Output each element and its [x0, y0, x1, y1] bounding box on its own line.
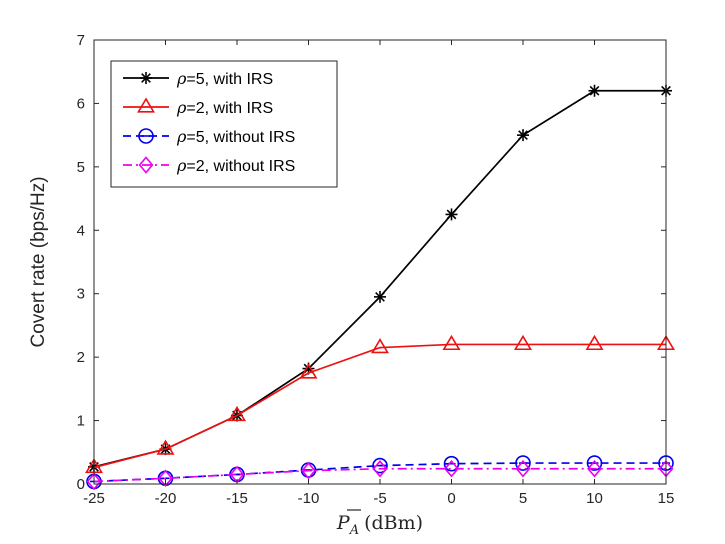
- series-2-point: [227, 405, 247, 422]
- legend-box: [110, 60, 338, 188]
- series-1-point: [517, 129, 529, 142]
- x-tick-label: -5: [373, 490, 386, 507]
- legend-marker: [138, 128, 154, 144]
- x-axis-label: PA (dBm): [336, 512, 423, 538]
- x-tick-label: -10: [298, 490, 320, 507]
- y-tick-label: 4: [77, 222, 85, 239]
- series-4-point: [158, 469, 173, 488]
- legend-item-1: ρ=5, with IRS: [123, 69, 273, 88]
- x-tick-label: 10: [586, 490, 603, 507]
- series-4-line: [93, 467, 666, 483]
- x-tick-label: 5: [519, 490, 527, 507]
- series-4-point: [587, 460, 602, 478]
- series-1-point: [445, 208, 458, 221]
- legend-item-2: ρ=2, with IRS: [123, 97, 273, 117]
- series-2-point: [299, 363, 318, 379]
- y-tick-label: 3: [77, 286, 85, 303]
- series-4-point: [515, 460, 531, 478]
- series-4-point: [301, 461, 316, 480]
- legend-label: ρ=2, with IRS: [176, 98, 273, 117]
- series-2-point: [156, 439, 175, 455]
- legend-label-text: =2, with IRS: [186, 100, 273, 117]
- x-axis-label-unit: (dBm): [364, 512, 423, 534]
- legend-label-symbol: ρ: [176, 69, 187, 88]
- series-layer: [84, 84, 676, 491]
- series-2-point: [442, 334, 461, 351]
- series-1-point: [374, 290, 386, 303]
- x-tick-label: -20: [155, 490, 177, 507]
- series-4: [86, 460, 674, 491]
- x-axis-label-main: P: [336, 512, 351, 534]
- legend-label-symbol: ρ: [176, 98, 187, 117]
- series-4-point: [444, 460, 459, 478]
- series-2-point: [585, 334, 604, 351]
- series-1-point: [588, 84, 601, 97]
- x-tick-label: -15: [226, 490, 248, 507]
- legend-label-symbol: ρ: [176, 156, 187, 175]
- legend-label-text: =5, with IRS: [186, 71, 273, 88]
- y-tick-label: 1: [77, 413, 85, 430]
- x-tick-label: 0: [447, 490, 455, 507]
- axes-layer: -25 -20 -15 -10 -5 0 5 10 15 0 1 2 3 4 5 6 7: [77, 32, 675, 507]
- y-tick-label: 7: [77, 32, 85, 49]
- series-4-point: [86, 472, 102, 491]
- y-tick-label: 0: [77, 476, 85, 493]
- legend-marker: [136, 97, 156, 113]
- legend-item-3: ρ=5, without IRS: [123, 127, 295, 146]
- legend-label-symbol: ρ: [176, 127, 187, 146]
- legend-marker: [140, 72, 152, 84]
- series-3-point: [515, 455, 531, 471]
- legend-label-text: =2, without IRS: [186, 158, 295, 175]
- series-3-point: [586, 455, 603, 471]
- legend-marker: [138, 156, 154, 174]
- series-2-point: [513, 334, 533, 351]
- legend-label: ρ=2, without IRS: [176, 156, 295, 175]
- x-tick-label: -25: [83, 490, 105, 507]
- legend-label-text: =5, without IRS: [186, 129, 295, 146]
- y-tick-label: 2: [77, 349, 85, 366]
- y-tick-label: 6: [77, 95, 85, 112]
- x-tick-label: 15: [658, 490, 675, 507]
- x-axis-label-sub: A: [349, 523, 359, 538]
- series-2-point: [370, 338, 390, 354]
- series-4-point: [372, 460, 388, 478]
- legend-label: ρ=5, without IRS: [176, 127, 295, 146]
- y-tick-label: 5: [77, 159, 85, 176]
- series-2-line: [93, 343, 666, 469]
- legend-label: ρ=5, with IRS: [176, 69, 273, 88]
- y-axis-label: Covert rate (bps/Hz): [28, 176, 49, 347]
- legend-item-4: ρ=2, without IRS: [123, 156, 295, 175]
